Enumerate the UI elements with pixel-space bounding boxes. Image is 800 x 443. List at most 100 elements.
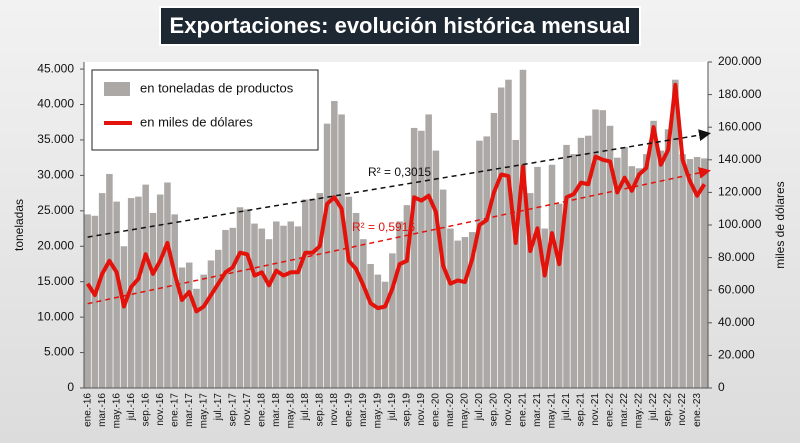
- y2-tick-label: 100.000: [718, 217, 762, 231]
- y2-tick-label: 160.000: [718, 119, 762, 133]
- bar: [193, 288, 200, 388]
- y2-tick-label: 40.000: [718, 315, 755, 329]
- bar: [106, 173, 113, 388]
- bar: [280, 225, 287, 388]
- y-tick-label: 45.000: [37, 61, 74, 75]
- x-tick-label: ene.-23: [692, 393, 703, 427]
- bar: [410, 127, 418, 389]
- bar: [432, 150, 440, 388]
- bar: [381, 281, 389, 388]
- x-tick-label: may.-21: [547, 393, 558, 429]
- bar: [360, 239, 367, 388]
- bar: [84, 214, 91, 388]
- bar: [127, 198, 135, 388]
- y-tick-label: 20.000: [37, 238, 74, 252]
- bar: [418, 130, 425, 389]
- bar: [229, 227, 237, 388]
- y2-tick-label: 60.000: [718, 282, 755, 296]
- x-tick-label: nov.-16: [155, 393, 166, 426]
- x-tick-label: mar.-22: [619, 393, 630, 427]
- bar: [461, 237, 469, 388]
- x-tick-label: ene.-18: [256, 393, 267, 427]
- bar: [454, 240, 461, 388]
- bar: [592, 109, 599, 388]
- chart-title: Exportaciones: evolución histórica mensu…: [170, 13, 631, 38]
- bar: [476, 140, 483, 388]
- bar: [548, 164, 556, 388]
- x-tick-label: may.-18: [285, 393, 296, 429]
- y2-tick-label: 20.000: [718, 348, 755, 362]
- bar: [389, 253, 396, 388]
- x-tick-label: ene.-19: [343, 393, 354, 427]
- title-box: [159, 6, 641, 46]
- y-tick-label: 35.000: [37, 132, 74, 146]
- bar: [439, 189, 447, 388]
- y-tick-label: 25.000: [37, 203, 74, 217]
- y-tick-label: 0: [67, 380, 74, 394]
- bar: [664, 129, 672, 388]
- x-tick-label: mar.-20: [445, 393, 456, 427]
- y2-tick-label: 180.000: [718, 87, 762, 101]
- y2-tick-label: 80.000: [718, 250, 755, 264]
- bar: [621, 147, 628, 388]
- bar: [512, 139, 519, 388]
- x-tick-label: ene.-21: [518, 393, 529, 427]
- r-squared-label: R² = 0,5916: [352, 220, 415, 234]
- bar: [222, 229, 229, 388]
- bar: [120, 246, 128, 388]
- bar: [396, 221, 403, 388]
- bar: [577, 137, 585, 388]
- bar: [585, 135, 592, 388]
- y-tick-label: 5.000: [44, 345, 74, 359]
- bar: [563, 144, 570, 388]
- x-tick-label: jul.-20: [474, 393, 485, 422]
- y-tick-label: 30.000: [37, 168, 74, 182]
- bar: [635, 168, 643, 388]
- bar: [367, 263, 374, 388]
- bar: [614, 157, 621, 388]
- bar: [185, 262, 193, 388]
- bar: [149, 212, 157, 388]
- bar: [657, 150, 665, 388]
- bar: [178, 267, 186, 388]
- bar: [171, 214, 178, 388]
- bar: [447, 228, 454, 388]
- bar: [98, 193, 106, 388]
- y2-tick-label: 200.000: [718, 54, 762, 68]
- legend-label: en miles de dólares: [140, 114, 253, 129]
- bar: [200, 274, 207, 388]
- bar: [331, 100, 338, 388]
- bar: [570, 154, 578, 388]
- bar: [135, 196, 142, 388]
- x-tick-label: mar.-17: [184, 393, 195, 427]
- bar: [236, 207, 244, 388]
- x-tick-label: nov.-18: [329, 393, 340, 426]
- bar: [526, 193, 534, 388]
- bar: [338, 114, 345, 388]
- bar: [287, 221, 295, 388]
- trendline: [87, 129, 711, 238]
- bar: [628, 166, 636, 388]
- bar: [164, 182, 171, 388]
- legend-swatch: [104, 82, 130, 96]
- bar: [273, 221, 280, 388]
- bar: [534, 166, 541, 388]
- x-tick-label: sep.-16: [140, 393, 151, 427]
- x-tick-label: may.-19: [373, 393, 384, 429]
- y-axis-label: toneladas: [12, 199, 26, 251]
- r-squared-label: R² = 0,3015: [368, 165, 431, 179]
- x-tick-label: jul.-17: [213, 393, 224, 422]
- bar: [294, 226, 302, 388]
- x-tick-label: jul.-21: [561, 393, 572, 422]
- y2-tick-label: 140.000: [718, 152, 762, 166]
- y-tick-label: 15.000: [37, 274, 74, 288]
- bar: [214, 249, 222, 388]
- bar: [207, 260, 215, 388]
- x-tick-label: sep.-21: [576, 393, 587, 427]
- x-tick-label: ene.-22: [605, 393, 616, 427]
- line: [85, 82, 707, 314]
- x-tick-label: may.-16: [111, 393, 122, 429]
- bar: [686, 159, 694, 388]
- bar: [555, 203, 563, 388]
